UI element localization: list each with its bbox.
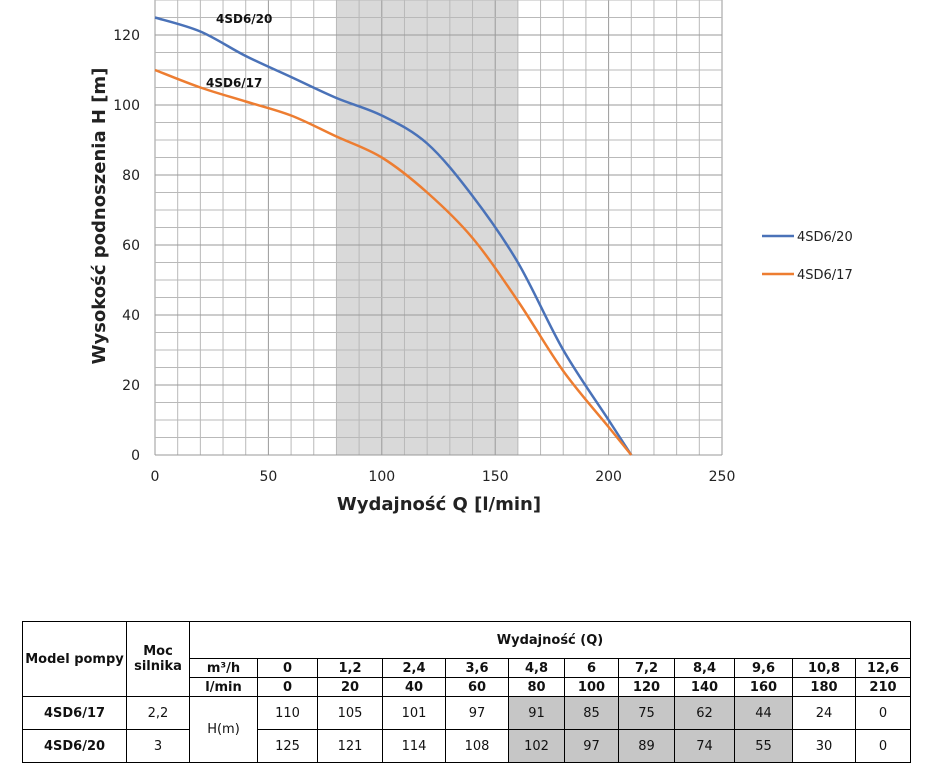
lmin-cell: 20 [317, 677, 383, 697]
flow-header: Wydajność (Q) [189, 621, 911, 659]
value-cell: 85 [564, 696, 619, 730]
value-cell: 0 [855, 696, 911, 730]
value-cell: 62 [674, 696, 735, 730]
m3h-cell: 9,6 [734, 658, 793, 678]
value-cell: 125 [257, 729, 318, 763]
value-cell: 105 [317, 696, 383, 730]
m3h-cell: 8,4 [674, 658, 735, 678]
value-cell: 89 [618, 729, 675, 763]
value-cell: 114 [382, 729, 446, 763]
performance-table: Model pompy Moc silnika Wydajność (Q) m³… [22, 621, 911, 763]
y-tick-label: 120 [113, 28, 140, 44]
lmin-cell: 80 [508, 677, 565, 697]
power-cell: 2,2 [126, 696, 190, 730]
lmin-cell: 40 [382, 677, 446, 697]
value-cell: 110 [257, 696, 318, 730]
legend-label-4sd6-20: 4SD6/20 [797, 230, 853, 245]
model-header: Model pompy [22, 621, 127, 697]
legend-label-4sd6-17: 4SD6/17 [797, 268, 853, 283]
x-tick-label: 200 [595, 469, 622, 485]
value-cell: 55 [734, 729, 793, 763]
curve-label-4sd6-17: 4SD6/17 [206, 76, 262, 90]
value-cell: 74 [674, 729, 735, 763]
x-tick-label: 100 [368, 469, 395, 485]
lmin-cell: 100 [564, 677, 619, 697]
value-cell: 30 [792, 729, 856, 763]
y-axis-title: Wysokość podnoszenia H [m] [89, 68, 110, 365]
unit-lmin: l/min [189, 677, 258, 697]
performance-table-wrap: Model pompy Moc silnika Wydajność (Q) m³… [22, 621, 911, 763]
lmin-cell: 60 [445, 677, 509, 697]
x-tick-label: 50 [259, 469, 277, 485]
m3h-cell: 12,6 [855, 658, 911, 678]
m3h-cell: 1,2 [317, 658, 383, 678]
m3h-cell: 7,2 [618, 658, 675, 678]
x-tick-label: 150 [482, 469, 509, 485]
value-cell: 101 [382, 696, 446, 730]
power-header: Moc silnika [126, 621, 190, 697]
m3h-cell: 4,8 [508, 658, 565, 678]
lmin-cell: 160 [734, 677, 793, 697]
value-cell: 44 [734, 696, 793, 730]
y-tick-label: 100 [113, 98, 140, 114]
curve-4sd6-17 [154, 68, 633, 456]
model-cell: 4SD6/20 [22, 729, 127, 763]
unit-m3h: m³/h [189, 658, 258, 678]
curve-4sd6-20 [154, 16, 633, 456]
lmin-cell: 180 [792, 677, 856, 697]
m3h-cell: 6 [564, 658, 619, 678]
lmin-cell: 210 [855, 677, 911, 697]
model-cell: 4SD6/17 [22, 696, 127, 730]
value-cell: 108 [445, 729, 509, 763]
legend: 4SD6/20 4SD6/17 [762, 230, 853, 283]
value-cell: 0 [855, 729, 911, 763]
m3h-cell: 0 [257, 658, 318, 678]
value-cell: 121 [317, 729, 383, 763]
value-cell: 102 [508, 729, 565, 763]
lmin-cell: 0 [257, 677, 318, 697]
pump-curve-chart: 0 50 100 150 200 250 0 20 40 60 80 100 120 Wydajność… [89, 0, 853, 515]
y-tick-label: 20 [122, 378, 140, 394]
x-tick-label: 0 [151, 469, 160, 485]
x-axis-title: Wydajność Q [l/min] [337, 494, 541, 515]
power-header-line2: silnika [134, 659, 182, 674]
power-header-line1: Moc [143, 644, 173, 659]
y-tick-label: 80 [122, 168, 140, 184]
m3h-cell: 3,6 [445, 658, 509, 678]
m3h-cell: 2,4 [382, 658, 446, 678]
y-tick-label: 0 [131, 448, 140, 464]
value-cell: 97 [445, 696, 509, 730]
lmin-cell: 120 [618, 677, 675, 697]
value-cell: 91 [508, 696, 565, 730]
value-cell: 97 [564, 729, 619, 763]
h-label-cell: H(m) [189, 696, 258, 763]
curve-label-4sd6-20: 4SD6/20 [216, 12, 272, 26]
m3h-cell: 10,8 [792, 658, 856, 678]
lmin-cell: 140 [674, 677, 735, 697]
value-cell: 75 [618, 696, 675, 730]
value-cell: 24 [792, 696, 856, 730]
y-tick-label: 40 [122, 308, 140, 324]
y-tick-label: 60 [122, 238, 140, 254]
power-cell: 3 [126, 729, 190, 763]
x-tick-label: 250 [709, 469, 736, 485]
